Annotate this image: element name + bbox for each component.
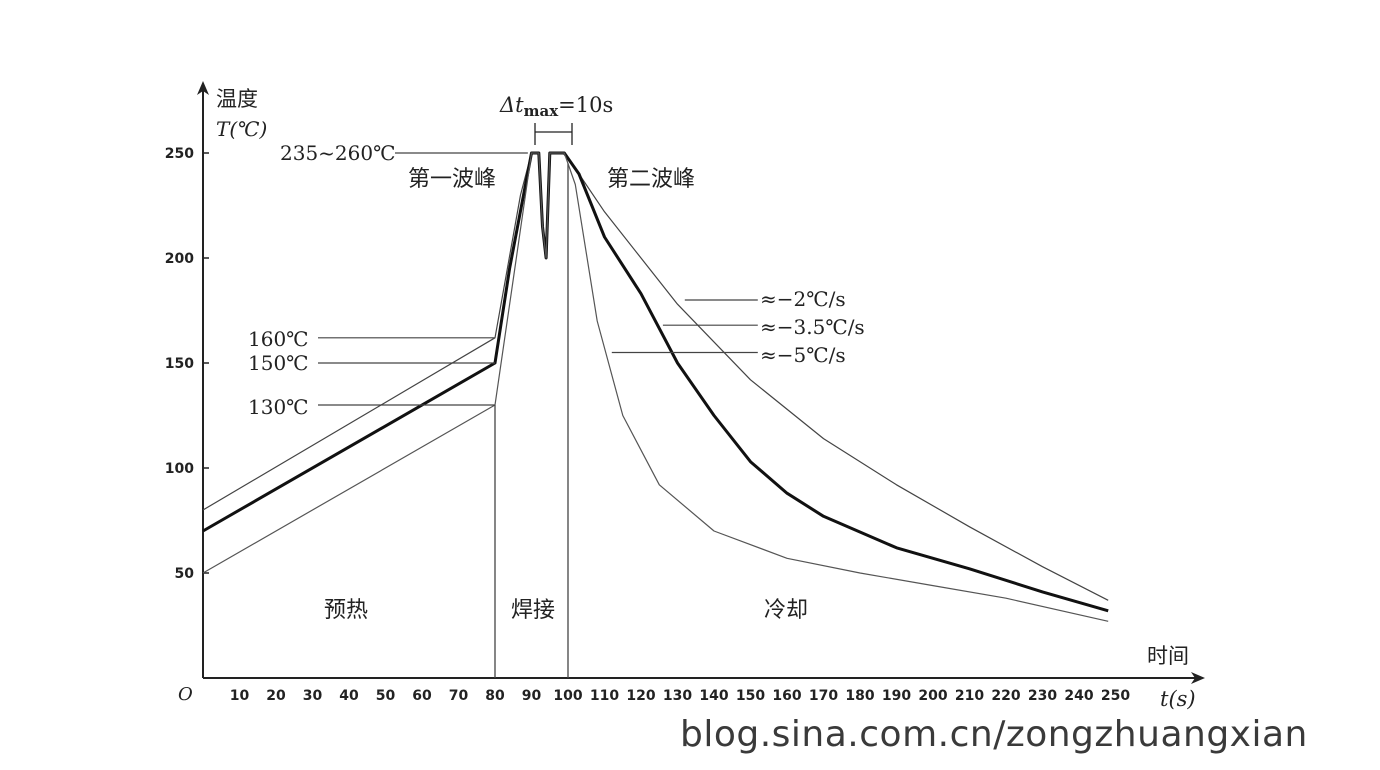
temp-150-label: 150℃ <box>248 351 309 375</box>
x-tick-group: 10 20 30 40 50 60 70 80 90 100 110 120 130 140 150 160 1… <box>230 688 1131 704</box>
y-axis-label-cn: 温度 <box>216 87 258 111</box>
x-tick-label: 20 <box>266 688 286 704</box>
y-tick-label: 200 <box>165 251 194 267</box>
x-tick-label: 30 <box>303 688 323 704</box>
x-tick-label: 120 <box>626 688 655 704</box>
temp-130-label: 130℃ <box>248 395 309 419</box>
x-tick-label: 80 <box>485 688 505 704</box>
zone-weld-label: 焊接 <box>511 598 555 623</box>
x-tick-label: 210 <box>955 688 984 704</box>
series-line-1 <box>202 152 1109 601</box>
peak-range-label: 235~260℃ <box>280 141 395 165</box>
series-line-2 <box>202 151 1109 613</box>
x-tick-label: 140 <box>699 688 728 704</box>
x-axis-label-symbol: t(s) <box>1160 687 1196 711</box>
leader-lines <box>318 152 758 406</box>
x-tick-label: 190 <box>882 688 911 704</box>
x-tick-label: 10 <box>230 688 250 704</box>
delta-t-label: Δtmax=10s <box>499 93 613 120</box>
zone-cool-label: 冷却 <box>764 598 808 623</box>
x-tick-label: 130 <box>663 688 692 704</box>
x-tick-label: 40 <box>339 688 359 704</box>
y-axis-label-symbol: T(℃) <box>216 117 267 141</box>
x-tick-label: 220 <box>991 688 1020 704</box>
rate-slow-label: ≈−2℃/s <box>760 287 846 311</box>
origin-label: O <box>178 684 193 705</box>
delta-t-bracket <box>534 123 573 145</box>
x-tick-label: 240 <box>1064 688 1093 704</box>
y-tick-label: 150 <box>165 356 194 372</box>
x-tick-label: 250 <box>1101 688 1130 704</box>
x-tick-label: 100 <box>553 688 582 704</box>
x-tick-label: 60 <box>412 688 432 704</box>
y-tick-label: 250 <box>165 146 194 162</box>
x-tick-label: 180 <box>845 688 874 704</box>
series-group <box>202 151 1109 622</box>
x-tick-label: 110 <box>590 688 619 704</box>
x-axis-label-cn: 时间 <box>1147 644 1189 668</box>
second-wave-label: 第二波峰 <box>607 167 695 192</box>
x-tick-label: 230 <box>1028 688 1057 704</box>
phase-boundary-group <box>494 163 569 678</box>
x-tick-label: 170 <box>809 688 838 704</box>
x-tick-label: 150 <box>736 688 765 704</box>
watermark-text: blog.sina.com.cn/zongzhuangxian <box>680 714 1308 755</box>
temp-160-label: 160℃ <box>248 327 309 351</box>
x-tick-label: 200 <box>918 688 947 704</box>
series-line-3 <box>202 152 1109 622</box>
rate-mid-label: ≈−3.5℃/s <box>760 315 865 339</box>
x-tick-label: 160 <box>772 688 801 704</box>
y-tick-label: 50 <box>175 566 195 582</box>
x-tick-label: 70 <box>449 688 469 704</box>
first-wave-label: 第一波峰 <box>408 167 496 192</box>
x-tick-label: 50 <box>376 688 396 704</box>
x-tick-label: 90 <box>522 688 542 704</box>
y-tick-label: 100 <box>165 461 194 477</box>
y-tick-group: 50 100 150 200 250 <box>165 146 209 582</box>
rate-fast-label: ≈−5℃/s <box>760 343 846 367</box>
zone-preheat-label: 预热 <box>324 598 368 623</box>
